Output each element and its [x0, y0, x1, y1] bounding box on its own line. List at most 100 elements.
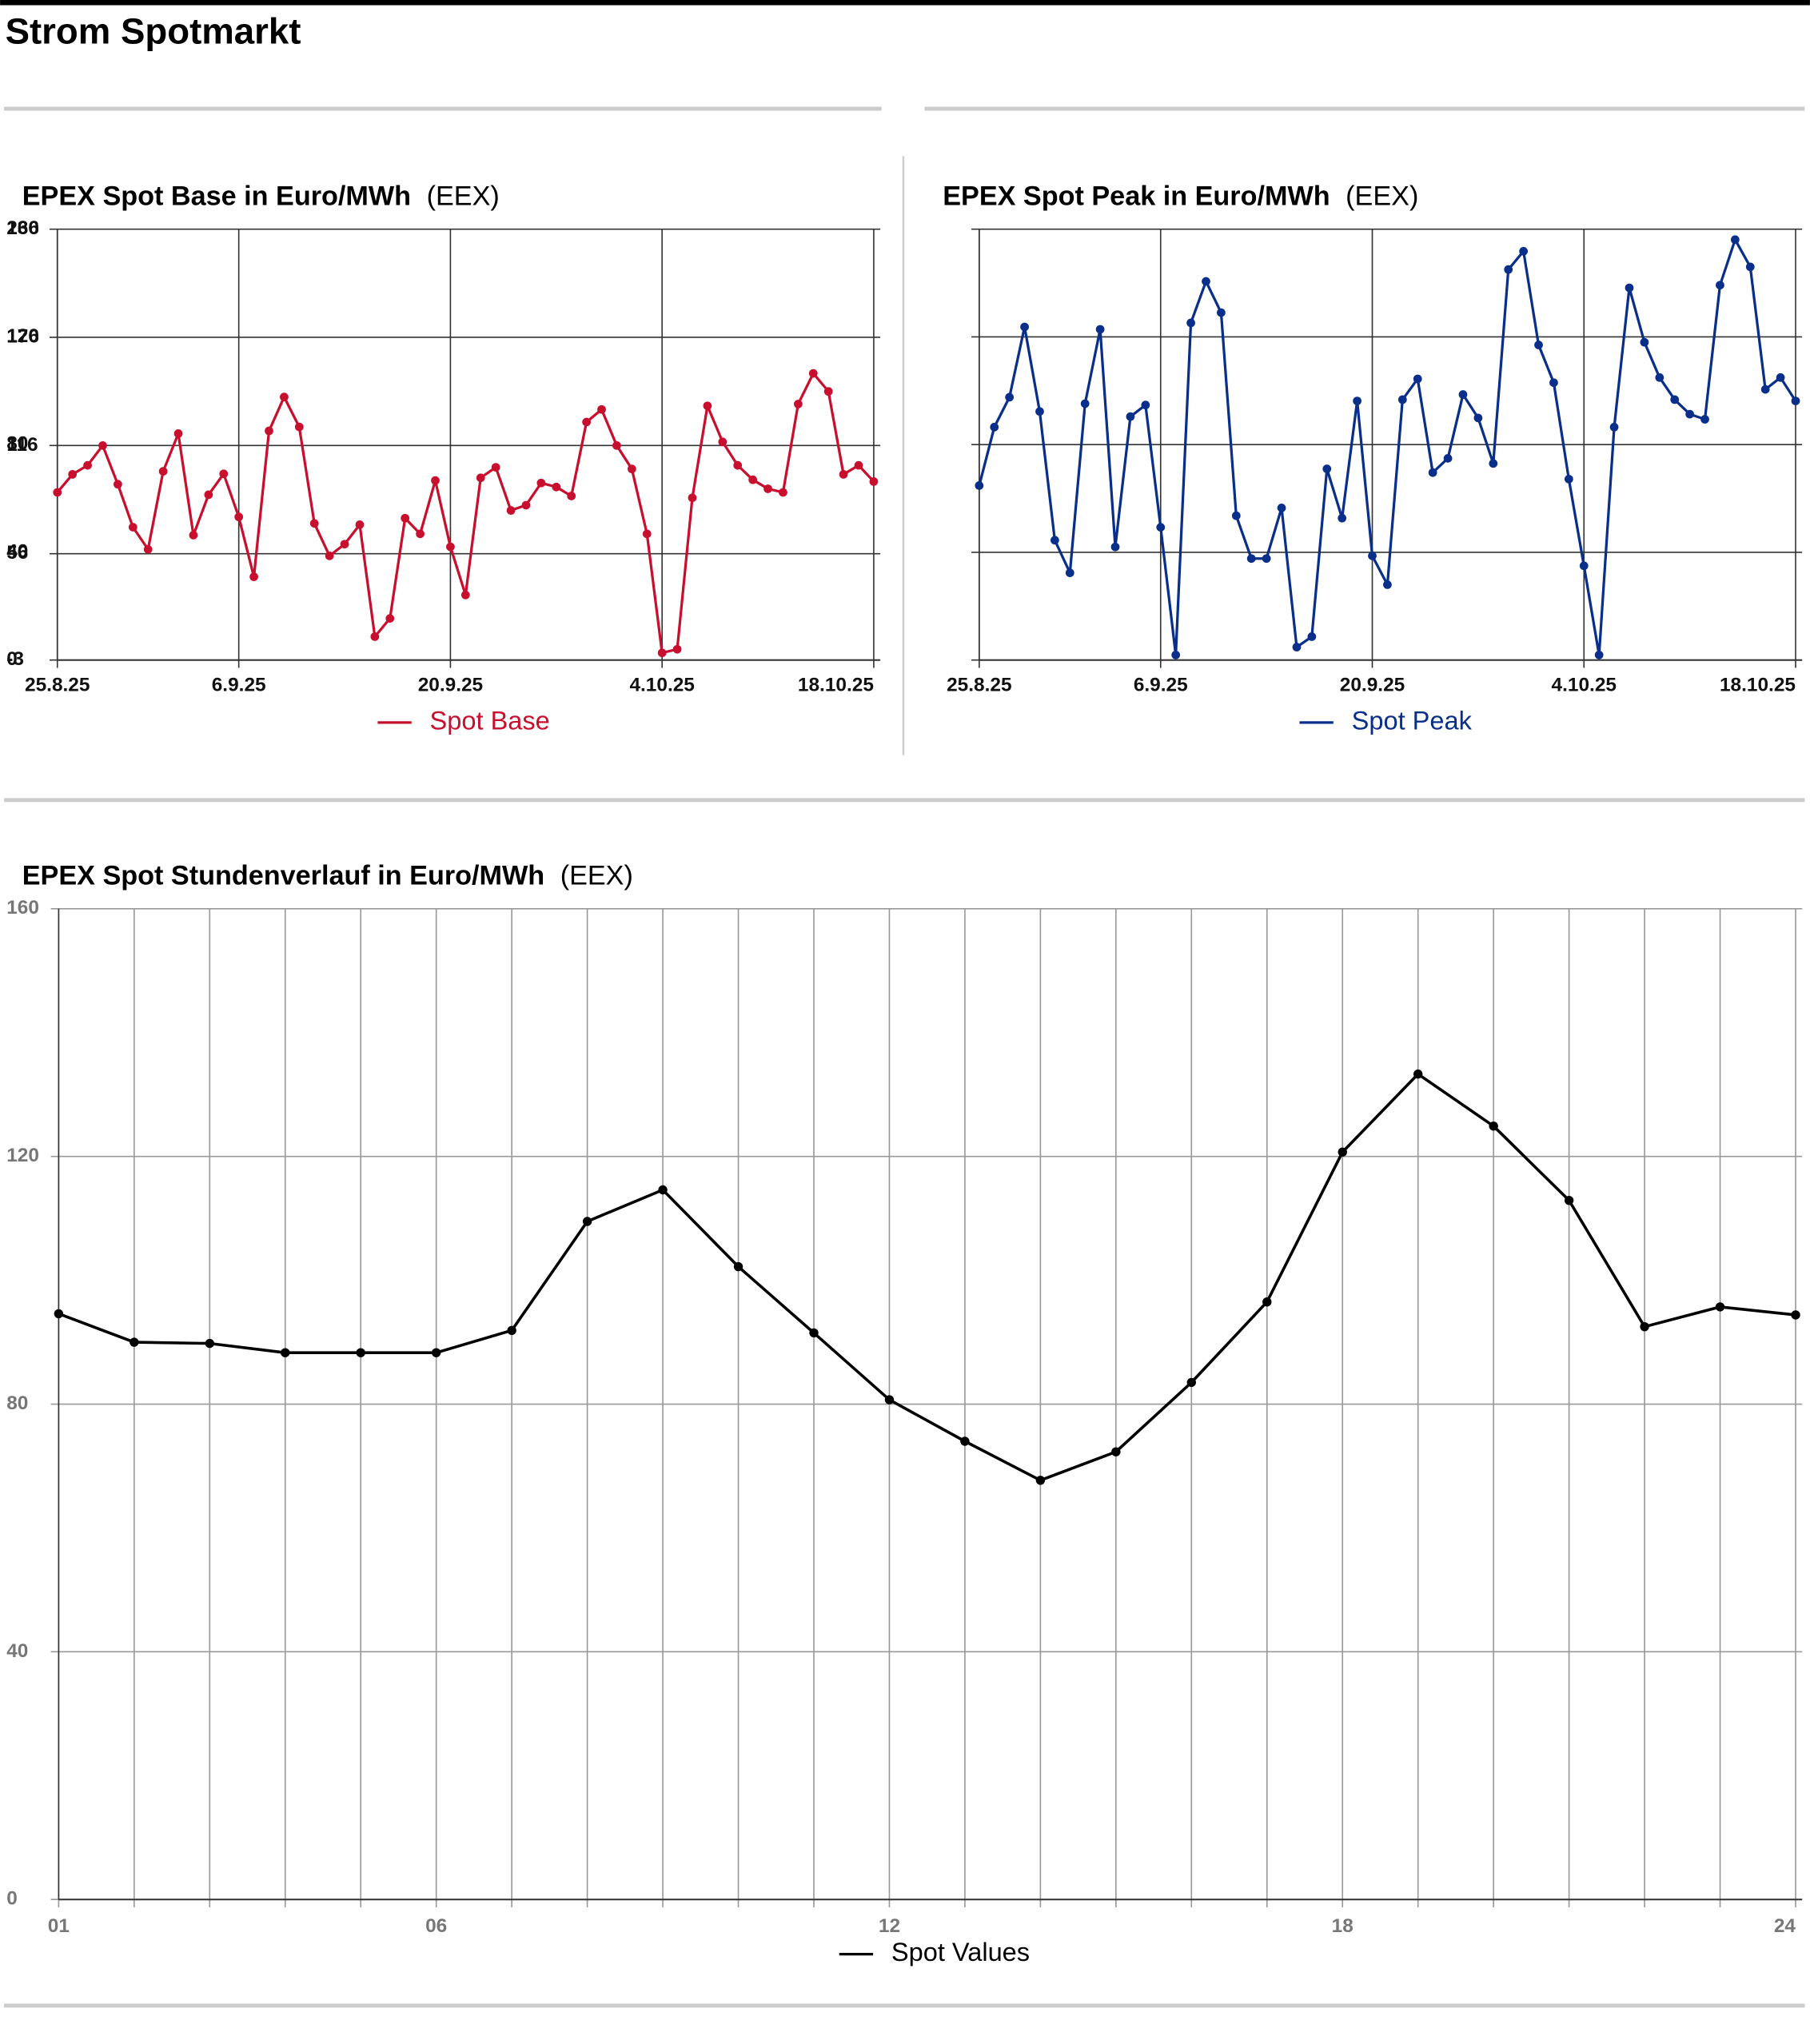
- data-point: [1428, 468, 1437, 477]
- x-tick-label: 4.10.25: [1552, 675, 1617, 696]
- y-tick-label: -3: [6, 648, 24, 670]
- data-point: [808, 369, 818, 378]
- x-tick-label: 18: [1332, 1915, 1354, 1937]
- data-point: [1473, 413, 1483, 423]
- data-point: [869, 477, 879, 486]
- y-tick-label: 40: [6, 1640, 28, 1662]
- data-point: [1791, 1310, 1800, 1320]
- data-point: [1519, 246, 1528, 256]
- page-title: Strom Spotmarkt: [6, 10, 301, 51]
- data-point: [1549, 378, 1558, 388]
- chart-title: EPEX Spot Stundenverlauf in Euro/MWh: [22, 861, 544, 891]
- data-point: [130, 1337, 139, 1347]
- data-point: [1700, 415, 1709, 424]
- data-point: [1534, 341, 1543, 349]
- x-tick-label: 20.9.25: [1340, 675, 1405, 696]
- data-point: [1716, 281, 1724, 290]
- data-point: [809, 1328, 819, 1338]
- data-point: [718, 437, 728, 447]
- data-point: [294, 422, 304, 432]
- divider: [902, 156, 905, 755]
- data-point: [1080, 399, 1090, 408]
- data-point: [1504, 265, 1513, 274]
- data-point: [173, 429, 183, 438]
- chart-source: (EEX): [1346, 181, 1418, 212]
- data-point: [1685, 409, 1695, 419]
- data-point: [1730, 235, 1740, 245]
- data-point: [446, 542, 455, 552]
- x-tick-label: 18.10.25: [798, 675, 874, 696]
- y-tick-label: 116: [6, 434, 38, 456]
- data-point: [431, 1348, 441, 1357]
- data-point: [340, 540, 349, 549]
- data-point: [839, 470, 848, 479]
- chart-source: (EEX): [560, 861, 633, 891]
- data-point: [582, 417, 591, 427]
- data-point: [703, 401, 712, 411]
- x-tick-label: 6.9.25: [212, 675, 266, 696]
- legend-label: Spot Values: [891, 1938, 1030, 1966]
- data-point: [536, 478, 546, 488]
- x-tick-label: 25.8.25: [947, 675, 1011, 696]
- y-tick-label: 56: [6, 542, 28, 564]
- y-tick-label: 120: [6, 1145, 39, 1166]
- data-point: [1246, 554, 1256, 564]
- data-point: [627, 464, 636, 474]
- data-point: [1655, 373, 1664, 382]
- data-point: [280, 392, 289, 402]
- y-tick-label: 40: [6, 540, 28, 562]
- data-point: [1776, 373, 1785, 382]
- data-point: [1322, 464, 1332, 473]
- data-point: [1051, 536, 1059, 545]
- data-point: [597, 404, 606, 414]
- data-point: [960, 1436, 970, 1446]
- data-point: [98, 440, 107, 450]
- data-point: [1338, 513, 1347, 523]
- data-point: [1791, 396, 1800, 405]
- x-tick-label: 4.10.25: [629, 675, 694, 696]
- data-point: [309, 519, 319, 528]
- data-point: [114, 480, 122, 489]
- data-point: [234, 512, 244, 522]
- data-point: [1307, 632, 1317, 641]
- data-point: [1035, 407, 1044, 416]
- data-point: [1035, 1476, 1046, 1485]
- data-point: [355, 520, 365, 529]
- data-point: [1458, 390, 1468, 399]
- data-point: [1065, 568, 1074, 577]
- data-point: [204, 490, 213, 500]
- data-point: [53, 488, 62, 497]
- data-point: [1217, 308, 1226, 317]
- rule: [924, 106, 1805, 111]
- data-point: [521, 500, 531, 510]
- x-tick-label: 24: [1774, 1915, 1796, 1937]
- data-point: [779, 488, 787, 497]
- data-point: [265, 426, 273, 436]
- data-point: [612, 440, 621, 450]
- data-point: [1397, 395, 1407, 404]
- data-point: [990, 422, 999, 432]
- data-point: [1353, 396, 1361, 405]
- data-point: [281, 1348, 290, 1357]
- data-point: [476, 473, 485, 483]
- data-point: [1231, 511, 1241, 520]
- series-line: [56, 372, 875, 655]
- data-point: [582, 1217, 592, 1226]
- data-point: [642, 529, 652, 539]
- legend-label: Spot Peak: [1352, 707, 1473, 735]
- data-point: [1262, 554, 1271, 564]
- y-tick-label: 120: [6, 325, 39, 347]
- data-point: [1095, 325, 1105, 334]
- data-point: [823, 387, 833, 396]
- data-point: [1579, 561, 1589, 571]
- data-point: [356, 1348, 365, 1357]
- x-tick-label: 25.8.25: [25, 675, 90, 696]
- data-point: [552, 482, 561, 492]
- data-point: [975, 481, 984, 490]
- y-tick-label: 160: [6, 217, 39, 239]
- data-point: [189, 531, 198, 540]
- data-point: [1640, 337, 1649, 347]
- data-point: [219, 469, 229, 479]
